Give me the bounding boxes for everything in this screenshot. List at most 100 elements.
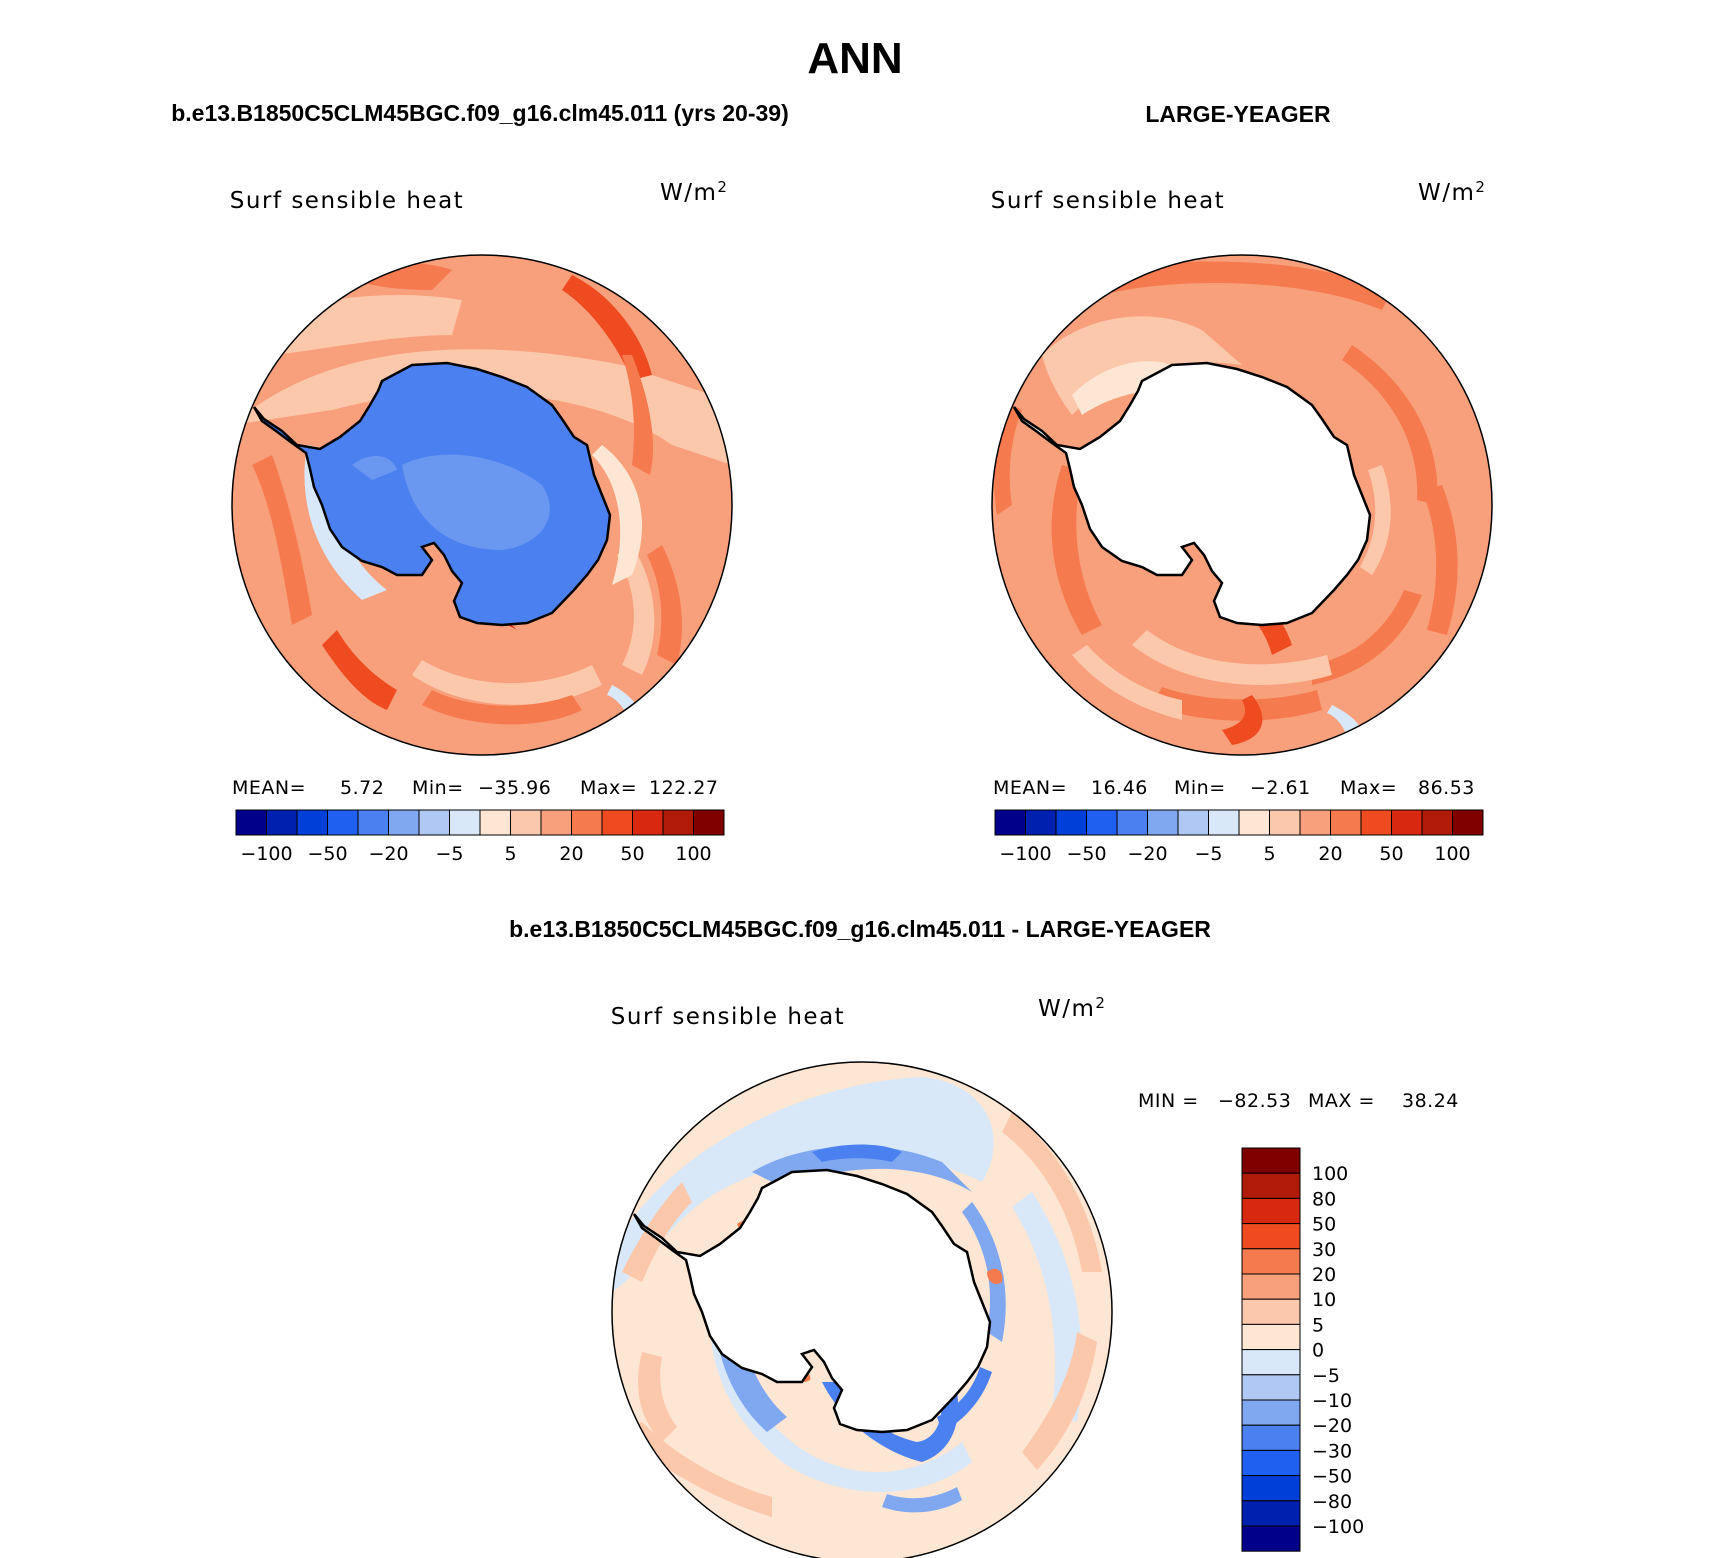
units-exponent: 2 [1475,178,1486,196]
colorbar-tick-label: 30 [1312,1239,1336,1261]
panel-diff-units: W/m2 [1038,994,1106,1022]
colorbar-swatch [1452,809,1484,836]
colorbar-tick-label: 5 [504,843,516,865]
colorbar-tick-label: 50 [620,843,644,865]
colorbar-tick-label: 20 [1312,1264,1336,1286]
colorbar-swatch [449,809,481,836]
colorbar-swatch [1208,809,1240,836]
colorbar-tick-label: 20 [559,843,583,865]
panel-model-variable: Surf sensible heat [230,188,464,214]
colorbar-swatch [1241,1273,1301,1300]
colorbar-swatch [1238,809,1270,836]
panel-model-heading: b.e13.B1850C5CLM45BGC.f09_g16.clm45.011 … [171,100,789,126]
colorbar-swatch [510,809,542,836]
colorbar-tick-label: −50 [1312,1466,1352,1488]
units-exponent: 2 [1095,994,1106,1012]
colorbar-swatch [388,809,420,836]
colorbar-tick-label: 50 [1379,843,1403,865]
panel-diff-stats: MIN = −82.53 MAX = 38.24 [1138,1090,1459,1112]
panel-obs-stats: MEAN= 16.46 Min= −2.61 Max= 86.53 [993,777,1475,799]
colorbar-swatch [1241,1475,1301,1502]
colorbar-swatch [540,809,572,836]
colorbar-swatch [1241,1223,1301,1250]
colorbar-swatch [296,809,328,836]
colorbar-model: −100 −50 −20 −5 5 20 50 100 [235,809,725,865]
colorbar-swatch [479,809,511,836]
map-polar-model [231,254,733,756]
colorbar-swatch [693,809,725,836]
panel-model-stats: MEAN= 5.72 Min= −35.96 Max= 122.27 [232,777,718,799]
colorbar-swatch [266,809,298,836]
colorbar-swatch [235,809,267,836]
colorbar-tick-label: −80 [1312,1491,1352,1513]
colorbar-swatch [1241,1399,1301,1426]
colorbar-swatch [327,809,359,836]
colorbar-tick-label: −20 [368,843,408,865]
colorbar-swatch [418,809,450,836]
main-title: ANN [807,34,902,83]
colorbar-swatch [1330,809,1362,836]
colorbar-swatch [632,809,664,836]
map-polar-obs [991,254,1493,756]
panel-obs-variable: Surf sensible heat [991,188,1225,214]
colorbar-swatch [994,809,1026,836]
panel-obs-units: W/m2 [1418,178,1486,206]
colorbar-swatch [1421,809,1453,836]
colorbar-swatch [662,809,694,836]
colorbar-tick-label: 100 [1312,1163,1348,1185]
colorbar-swatch [1241,1197,1301,1225]
colorbar-swatch [1391,809,1423,836]
colorbar-swatch [1360,809,1392,836]
panel-obs-heading: LARGE-YEAGER [1145,101,1331,127]
colorbar-swatch [1116,809,1148,836]
colorbar-swatch [1241,1374,1301,1401]
colorbar-tick-label: −5 [435,843,463,865]
colorbar-tick-label: 80 [1312,1188,1336,1210]
panel-diff: b.e13.B1850C5CLM45BGC.f09_g16.clm45.011 … [509,916,1459,1558]
colorbar-tick-label: −100 [1312,1516,1364,1538]
colorbar-swatch [1055,809,1087,836]
colorbar-swatch [1241,1449,1301,1477]
colorbar-swatch [1177,809,1209,836]
colorbar-tick-label: 5 [1263,843,1275,865]
colorbar-swatch [357,809,389,836]
panel-obs: LARGE-YEAGER Surf sensible heat W/m2 [991,101,1493,865]
colorbar-swatch [1241,1424,1301,1451]
colorbar-tick-label: −100 [999,843,1051,865]
panel-model-units: W/m2 [660,178,728,206]
colorbar-tick-label: −10 [1312,1390,1352,1412]
colorbar-obs: −100 −50 −20 −5 5 20 50 100 [994,809,1484,865]
colorbar-tick-label: 50 [1312,1214,1336,1236]
colorbar-tick-label: 100 [1434,843,1470,865]
colorbar-tick-label: −50 [307,843,347,865]
colorbar-swatch [1241,1248,1301,1275]
colorbar-tick-label: 0 [1312,1340,1324,1362]
colorbar-tick-label: −100 [240,843,292,865]
colorbar-tick-label: −5 [1312,1365,1340,1387]
colorbar-swatch [1241,1500,1301,1527]
colorbar-swatch [1241,1298,1301,1325]
colorbar-swatch [1025,809,1057,836]
units-exponent: 2 [717,178,728,196]
colorbar-swatch [1241,1525,1301,1552]
colorbar-swatch [571,809,603,836]
colorbar-tick-label: −5 [1194,843,1222,865]
colorbar-tick-label: 20 [1318,843,1342,865]
colorbar-swatch [1241,1349,1301,1376]
colorbar-tick-label: −50 [1066,843,1106,865]
colorbar-swatch [1241,1172,1301,1199]
colorbar-tick-label: 100 [675,843,711,865]
colorbar-tick-label: 10 [1312,1289,1336,1311]
colorbar-swatch [1241,1323,1301,1351]
colorbar-swatch [1269,809,1301,836]
colorbar-tick-label: −30 [1312,1440,1352,1462]
panel-diff-heading: b.e13.B1850C5CLM45BGC.f09_g16.clm45.011 … [509,916,1211,942]
colorbar-tick-label: −20 [1127,843,1167,865]
map-polar-diff [611,1061,1113,1558]
colorbar-swatch [1299,809,1331,836]
panel-diff-variable: Surf sensible heat [611,1004,845,1030]
colorbar-tick-label: 5 [1312,1314,1324,1336]
colorbar-swatch [601,809,633,836]
